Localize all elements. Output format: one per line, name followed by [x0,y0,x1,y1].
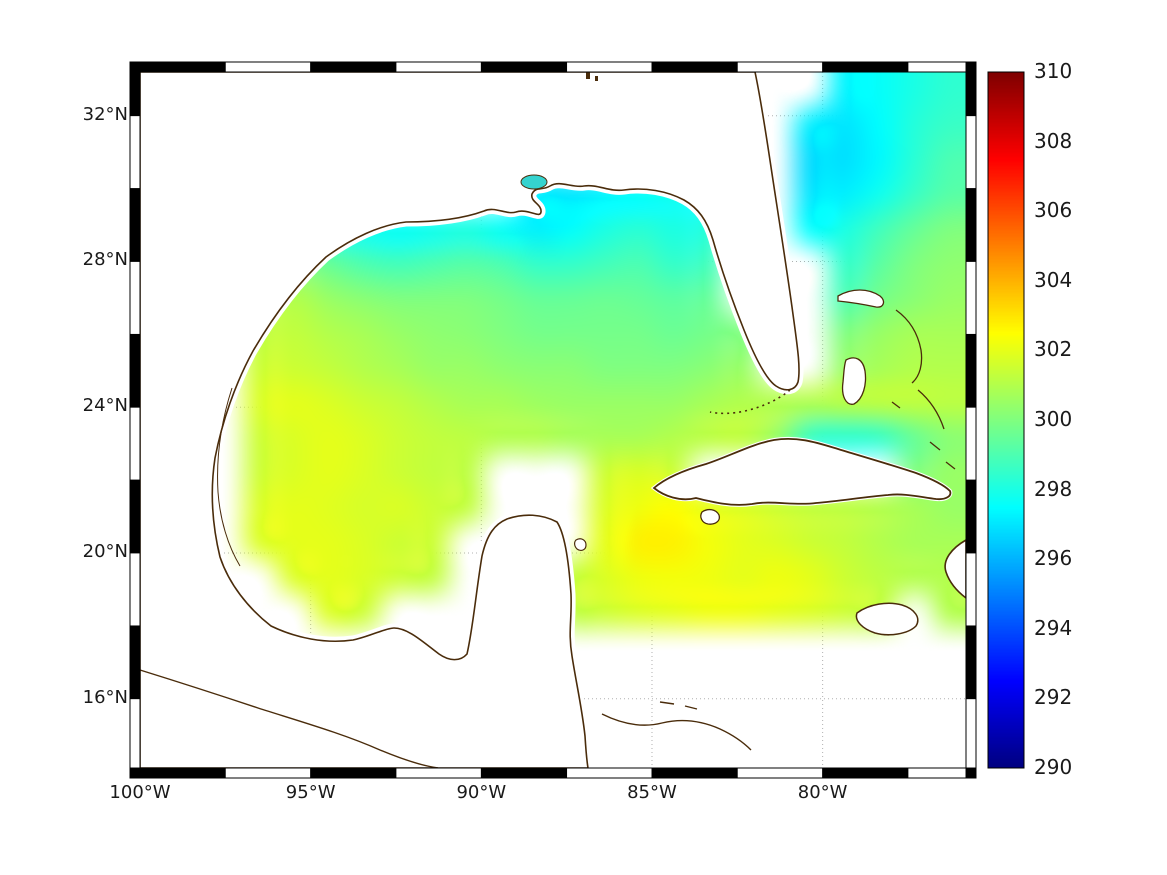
colorbar-tick-label: 300 [1034,407,1073,431]
frame-segment [310,61,397,73]
frame-segment [965,479,977,554]
frame-segment [965,261,977,335]
frame-segment [310,767,397,779]
frame-segment [480,61,568,73]
coast-fragment [945,461,956,470]
frame-segment [129,188,141,262]
frame-segment [907,767,967,779]
colorbar-tick-label: 298 [1034,476,1073,501]
colorbar-tick-label: 294 [1034,615,1073,640]
frame-segment [129,625,141,700]
colorbar-tick-label: 302 [1034,337,1073,362]
colorbar-gradient [988,72,1024,768]
texas-barrier-islands [217,387,241,567]
coast-fragment [929,441,941,451]
frame-segment [965,698,977,769]
frame-segment [965,61,977,73]
y-tick-label: 20°N [82,541,128,562]
mainland-coastline [139,71,800,769]
frame-segment [965,625,977,700]
plot-border [139,71,967,769]
frame-segment [129,767,141,779]
x-tick-label: 85°W [627,782,677,803]
coast-fragment [659,701,675,705]
frame-segment [129,61,141,73]
axes-outline [129,61,1025,779]
lake-pontchartrain [520,174,548,190]
frame-segment [129,115,141,190]
bahamas-island [917,389,945,430]
honduras-coastline [601,713,752,751]
frame-segment [736,61,824,73]
x-tick-label: 100°W [109,782,171,803]
frame-segment [907,61,967,73]
frame-segment [129,333,141,408]
frame-segment [129,479,141,554]
frame-segment [395,61,482,73]
outer-frame-outline [129,61,977,779]
colorbar-border [987,71,1025,769]
cuba-coastline [652,437,952,506]
y-tick-label: 32°N [82,103,128,125]
frame-segment [651,61,738,73]
cozumel-island [574,538,587,551]
coast-fragment [586,72,590,79]
bahamas-island [841,357,867,405]
pacific-coastline [139,669,439,769]
x-tick-label: 80°W [797,782,848,803]
coastlines-layer [135,67,967,773]
x-tick-label: 95°W [285,782,336,803]
frame-segment [651,767,738,779]
colorbar-tick-label: 296 [1034,546,1073,571]
frame-segment [395,767,482,779]
frame-segment [965,552,977,627]
coast-fragment [891,401,901,409]
frame-segment [736,767,824,779]
coast-fragment [595,76,598,81]
frame-segment [822,767,909,779]
isle-of-youth [700,508,721,525]
colorbar-tick-label: 304 [1034,267,1073,292]
frame-segment [129,552,141,627]
frame-segment [965,115,977,190]
y-tick-label: 24°N [82,395,128,417]
frame-segment [480,767,568,779]
y-tick-label: 28°N [82,249,128,271]
coast-fragment [684,705,698,710]
frame-segment [129,71,141,117]
frame-segment [566,61,653,73]
hispaniola-coastline [944,538,967,600]
colorbar-tick-label: 292 [1034,685,1073,710]
frame-segment [224,767,312,779]
frame-segment [965,406,977,481]
colorbar-tick-label: 310 [1034,59,1073,83]
jamaica-coastline [855,602,919,636]
frame-segment [129,261,141,335]
bahamas-island [837,289,885,308]
frame-segment [822,61,909,73]
frame-segment [965,71,977,117]
frame-segment [129,698,141,769]
frame-segment [129,406,141,481]
frame-segment [965,767,977,779]
frame-segment [965,188,977,262]
y-tick-label: 16°N [82,686,128,708]
colorbar-tick-label: 308 [1034,128,1073,153]
frame-segment [139,767,226,779]
frame-segment [965,333,977,408]
bahamas-island [895,309,923,384]
colorbar-tick-label: 306 [1034,198,1073,223]
florida-keys [709,389,791,415]
colorbar-tick-label: 290 [1034,755,1073,779]
frame-segment [566,767,653,779]
frame-segment [224,61,312,73]
x-tick-label: 90°W [456,782,507,803]
frame-segment [139,61,226,73]
